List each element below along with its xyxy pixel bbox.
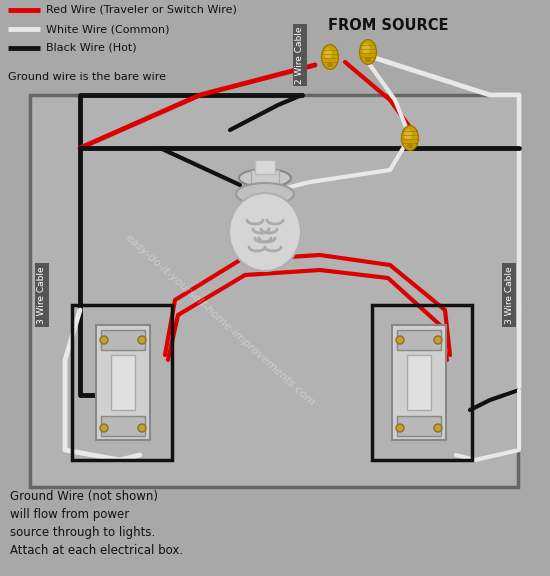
Circle shape (434, 336, 442, 344)
Text: Black Wire (Hot): Black Wire (Hot) (46, 43, 136, 53)
Ellipse shape (402, 126, 419, 150)
Ellipse shape (324, 48, 332, 59)
Text: FROM SOURCE: FROM SOURCE (328, 18, 448, 33)
Ellipse shape (362, 44, 370, 54)
Text: 3 Wire Cable: 3 Wire Cable (37, 266, 47, 324)
Text: Red Wire (Traveler or Switch Wire): Red Wire (Traveler or Switch Wire) (46, 5, 237, 15)
Text: Ground wire is the bare wire: Ground wire is the bare wire (8, 72, 166, 82)
Ellipse shape (404, 130, 412, 140)
Bar (111, 355, 135, 410)
Circle shape (396, 424, 404, 432)
Text: Ground Wire (not shown)
will flow from power
source through to lights.
Attach at: Ground Wire (not shown) will flow from p… (10, 490, 183, 557)
Bar (96, 325, 150, 440)
Text: 3 Wire Cable: 3 Wire Cable (504, 266, 514, 324)
Text: 2 Wire Cable: 2 Wire Cable (295, 26, 305, 84)
Text: easy-do-it-yourself-home-improvements.com: easy-do-it-yourself-home-improvements.co… (123, 232, 317, 408)
Circle shape (138, 336, 146, 344)
Bar (101, 330, 145, 350)
Bar (372, 305, 472, 460)
Bar (397, 330, 441, 350)
Ellipse shape (327, 63, 333, 67)
Bar (251, 170, 279, 186)
Bar (255, 160, 275, 174)
Circle shape (100, 336, 108, 344)
Ellipse shape (365, 58, 371, 62)
Bar (392, 325, 446, 440)
Bar (101, 416, 145, 436)
Circle shape (434, 424, 442, 432)
Circle shape (138, 424, 146, 432)
Ellipse shape (229, 193, 301, 271)
Circle shape (100, 424, 108, 432)
Ellipse shape (360, 40, 376, 65)
Ellipse shape (407, 143, 413, 148)
Bar (407, 355, 431, 410)
Bar (72, 305, 172, 460)
Text: White Wire (Common): White Wire (Common) (46, 24, 169, 34)
Bar (30, 95, 518, 487)
Ellipse shape (236, 183, 294, 205)
Bar (397, 416, 441, 436)
Ellipse shape (322, 45, 338, 69)
Circle shape (396, 336, 404, 344)
Ellipse shape (239, 169, 291, 187)
